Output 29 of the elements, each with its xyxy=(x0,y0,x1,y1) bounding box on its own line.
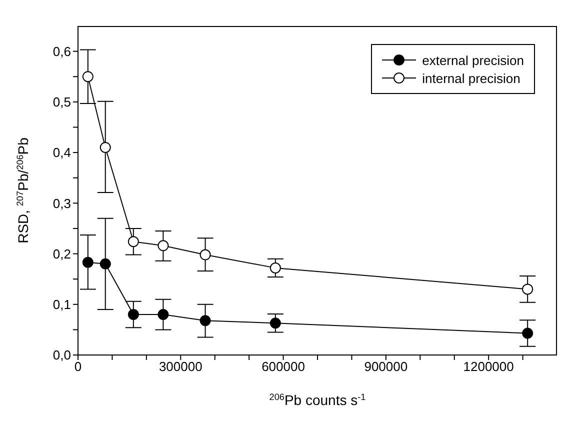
point xyxy=(522,328,534,339)
y-tick-label: 0,5 xyxy=(52,94,71,110)
point xyxy=(522,284,534,295)
point xyxy=(158,240,169,252)
y-tick-label: 0,3 xyxy=(52,196,71,211)
y-tick-label: 0,0 xyxy=(52,348,71,363)
x-tick-label: 300000 xyxy=(158,359,202,374)
x-axis-title: $^{206}$Pb counts s$^{-1}$ xyxy=(269,392,366,408)
point xyxy=(128,309,139,320)
point xyxy=(270,318,281,329)
x-tick-label: 0 xyxy=(74,359,82,374)
point xyxy=(200,315,211,326)
point xyxy=(100,258,111,270)
x-tick-label: 1200000 xyxy=(463,359,514,374)
legend-label: external precision xyxy=(422,52,524,68)
point xyxy=(82,71,94,82)
y-tick-label: 0,2 xyxy=(52,246,71,262)
x-tick-label: 600000 xyxy=(262,359,305,374)
y-tick-label: 0,1 xyxy=(52,297,71,312)
point xyxy=(128,236,139,248)
point xyxy=(158,309,169,320)
point xyxy=(200,249,211,260)
point xyxy=(82,256,94,268)
y-tick-label: 0,4 xyxy=(52,145,71,160)
point xyxy=(270,262,281,274)
x-tick-label: 900000 xyxy=(364,359,408,374)
y-tick-label: 0,6 xyxy=(52,44,71,59)
legend-label: internal precision xyxy=(422,70,520,86)
point xyxy=(100,142,111,153)
